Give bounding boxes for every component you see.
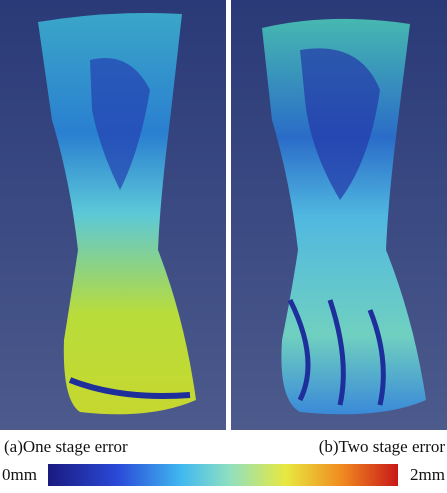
- panel-caption: (b)Two stage error: [319, 437, 446, 456]
- colorbar-gradient: [48, 464, 398, 486]
- colorbar-min-label: 0mm: [2, 465, 37, 484]
- panel-b: [231, 0, 447, 430]
- panel-a: [0, 0, 226, 430]
- panel-caption: (a)One stage error: [4, 437, 128, 456]
- figure: (a)One stage error (b)Two stage error 0m…: [0, 0, 447, 493]
- colorbar-max-label: 2mm: [410, 465, 445, 484]
- colorbar: 0mm 2mm: [2, 464, 445, 486]
